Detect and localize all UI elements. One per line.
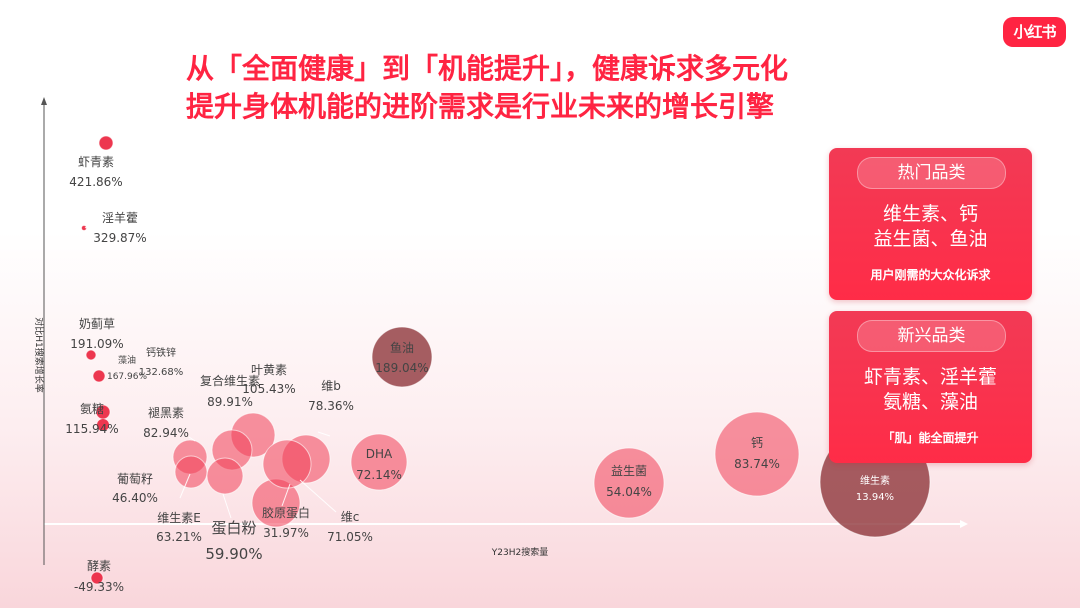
xiaohongshu-logo: 小红书 (1003, 17, 1066, 47)
emerging-category-label: 新兴品类 (857, 320, 1006, 352)
data-point-value: 167.96% (107, 372, 147, 382)
bubble-point (174, 455, 208, 489)
x-axis-label: Y23H2搜索量 (491, 546, 548, 558)
popular-category-note: 用户刚需的大众化诉求 (870, 268, 991, 282)
y-axis-label: 对比H1搜索增长率 (33, 317, 45, 393)
data-point-value: 71.05% (327, 530, 373, 544)
data-point-value: 46.40% (112, 491, 158, 505)
bubble-point (371, 326, 433, 388)
connector-line (222, 493, 232, 519)
bubble-point (262, 439, 312, 489)
emerging-category-note: 「肌」能全面提升 (882, 431, 979, 445)
emerging-category-card: 新兴品类 虾青素、淫羊藿 氨糖、藻油 「肌」能全面提升 (829, 311, 1032, 463)
bubble-point (714, 411, 800, 497)
bubble-point (350, 433, 408, 491)
data-point-name: 酵素 (87, 559, 111, 573)
connector-line (281, 483, 291, 507)
data-point-value: 59.90% (205, 545, 262, 563)
connector-line (188, 436, 196, 442)
data-point-name: DHA (366, 447, 393, 461)
data-point-value: 54.04% (606, 485, 652, 499)
data-point-value: 191.09% (70, 337, 123, 351)
data-point-name: 维b (321, 379, 341, 393)
bubble-point (81, 225, 87, 231)
emerging-category-item: 虾青素、淫羊藿 (863, 366, 997, 388)
data-point-name: 钙 (751, 436, 763, 450)
data-point-value: 115.94% (65, 422, 118, 436)
bubble-point (85, 349, 97, 361)
data-point-name: 胶原蛋白 (262, 505, 310, 520)
y-axis-arrow (41, 97, 47, 105)
connector-line (84, 223, 92, 229)
popular-category-items: 维生素、钙 益生菌、鱼油 (829, 202, 1032, 252)
data-point-value: 83.74% (734, 457, 780, 471)
bubble-point (98, 135, 114, 151)
connector-line (317, 431, 331, 437)
data-point-name: 益生菌 (611, 464, 647, 478)
data-point-value: 329.87% (93, 231, 146, 245)
data-point-name: 褪黑素 (148, 405, 184, 420)
data-point-value: 72.14% (356, 468, 402, 482)
emerging-category-item: 氨糖、藻油 (882, 391, 978, 413)
data-point-name: 蛋白粉 (211, 519, 256, 537)
emerging-category-items: 虾青素、淫羊藿 氨糖、藻油 (829, 365, 1032, 415)
data-point-name: 葡萄籽 (117, 472, 153, 486)
data-point-value: 189.04% (375, 361, 428, 375)
data-point-name: 奶蓟草 (79, 317, 115, 331)
popular-category-label: 热门品类 (857, 157, 1006, 189)
data-point-name: 叶黄素 (251, 363, 287, 377)
popular-category-item: 维生素、钙 (882, 203, 978, 225)
data-point-name: 钙铁锌 (146, 346, 176, 359)
data-point-value: 89.91% (207, 395, 253, 409)
data-point-value: 132.68% (139, 367, 184, 378)
data-point-value: 78.36% (308, 399, 354, 413)
bubble-point (97, 419, 109, 431)
data-point-name: 维生素 (860, 474, 890, 487)
data-point-name: 维c (341, 510, 360, 524)
data-point-name: 藻油 (118, 354, 136, 366)
data-point-value: 421.86% (69, 175, 122, 189)
bubble-point (593, 447, 665, 519)
data-point-name: 虾青素 (78, 155, 114, 169)
data-point-value: 82.94% (143, 426, 189, 440)
data-point-value: 105.43% (242, 382, 295, 396)
bubble-point (206, 457, 244, 495)
data-point-name: 氨糖 (80, 401, 104, 416)
x-axis-arrow (960, 520, 968, 528)
popular-category-item: 益生菌、鱼油 (873, 228, 988, 250)
connector-line (299, 479, 337, 513)
data-point-name: 维生素E (157, 511, 201, 525)
data-point-name: 淫羊藿 (102, 210, 138, 225)
data-point-value: 31.97% (263, 526, 309, 540)
bubble-point (90, 571, 104, 585)
page-title-line-1: 从「全面健康」到「机能提升」，健康诉求多元化 (186, 52, 789, 85)
data-point-name: 复合维生素 (200, 373, 260, 388)
data-point-value: 63.21% (156, 530, 202, 544)
data-point-name: 鱼油 (390, 341, 414, 355)
data-point-value: 13.94% (856, 492, 894, 503)
page-title-line-2: 提升身体机能的进阶需求是行业未来的增长引擎 (186, 90, 775, 123)
popular-category-card: 热门品类 维生素、钙 益生菌、鱼油 用户刚需的大众化诉求 (829, 148, 1032, 300)
connector-line (179, 473, 191, 499)
bubble-point (92, 369, 106, 383)
data-point-value: -49.33% (74, 580, 124, 594)
